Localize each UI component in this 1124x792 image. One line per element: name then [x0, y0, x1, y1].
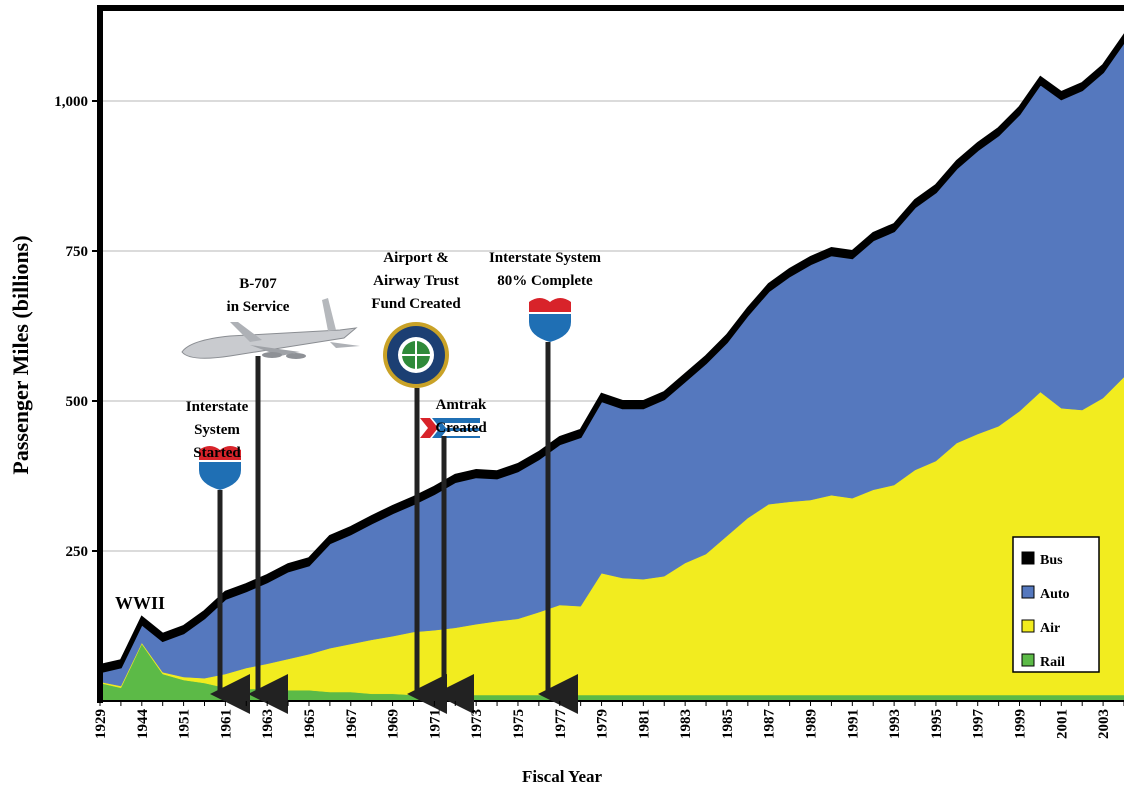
x-tick-label: 2001: [1054, 709, 1070, 739]
annotations: WWII Interstate System Started B-707 in Servi…: [115, 250, 602, 613]
annotation: Created: [435, 420, 487, 436]
legend-label: Rail: [1040, 655, 1065, 670]
plane-icon: [181, 298, 360, 359]
y-tick-label: 750: [66, 244, 89, 260]
x-axis-label: Fiscal Year: [522, 767, 603, 786]
y-tick-label: 250: [66, 544, 89, 560]
x-tick-label: 1989: [804, 709, 820, 739]
x-tick-label: 1987: [762, 709, 778, 740]
interstate-shield: [199, 446, 241, 490]
areas: [99, 33, 1124, 702]
x-tick-label: 1991: [845, 709, 861, 739]
annotation: Interstate: [186, 399, 249, 415]
x-tick-label: 1995: [929, 709, 945, 739]
y-tick-label: 1,000: [54, 94, 88, 110]
x-tick-label: 1967: [344, 709, 360, 740]
annotation: Fund Created: [371, 296, 461, 312]
area: [99, 33, 1124, 674]
x-tick-label: 1951: [177, 709, 193, 739]
legend-swatch: [1021, 619, 1035, 633]
annotation: in Service: [227, 299, 290, 315]
x-tick-label: 1969: [386, 709, 402, 739]
annotation: System: [194, 422, 240, 438]
interstate-shield: [529, 298, 571, 342]
faa-seal: [383, 322, 449, 388]
y-tick-label: 500: [66, 394, 89, 410]
x-tick-label: 1973: [469, 709, 485, 739]
legend-swatch: [1021, 585, 1035, 599]
legend: Bus Auto Air Rail: [1012, 536, 1100, 673]
x-tick-label: 1981: [636, 709, 652, 739]
legend-swatch: [1021, 653, 1035, 667]
icons: [181, 298, 571, 490]
annotation: Interstate System: [489, 250, 602, 266]
legend-swatch: [1021, 551, 1035, 565]
x-tick-label: 1961: [218, 709, 234, 739]
legend-label: Bus: [1040, 553, 1063, 568]
x-tick-label: 1999: [1013, 709, 1029, 739]
x-tick-label: 1971: [427, 709, 443, 739]
x-tick-label: 1979: [595, 709, 611, 739]
x-tick-label: 1944: [135, 709, 151, 740]
x-tick-label: 1975: [511, 709, 527, 739]
y-axis-label: Passenger Miles (billions): [8, 235, 33, 474]
x-tick-label: 1993: [887, 709, 903, 739]
annotation: WWII: [115, 593, 165, 613]
annotation: 80% Complete: [497, 273, 593, 289]
annotation: Airport &: [383, 250, 448, 266]
annotation: B-707: [239, 276, 277, 292]
annotation: Started: [193, 445, 241, 461]
x-tick-label: 1977: [553, 709, 569, 740]
annotation: Airway Trust: [373, 273, 459, 289]
x-tick-label: 1965: [302, 709, 318, 739]
legend-label: Air: [1040, 621, 1060, 636]
x-tick-label: 1997: [971, 709, 987, 740]
x-tick-label: 1929: [93, 709, 109, 739]
annotation: Amtrak: [436, 397, 487, 413]
arrows: [210, 342, 578, 714]
legend-label: Auto: [1040, 587, 1070, 602]
amtrak-logo: [420, 418, 480, 438]
x-tick-label: 1983: [678, 709, 694, 739]
x-tick-label: 1985: [720, 709, 736, 739]
x-tick-label: 1963: [260, 709, 276, 739]
x-tick-label: 2003: [1096, 709, 1112, 739]
ticks: 250 500 750 1,000 1929 1944 1951 1961 1963 1965 19…: [54, 94, 1124, 739]
